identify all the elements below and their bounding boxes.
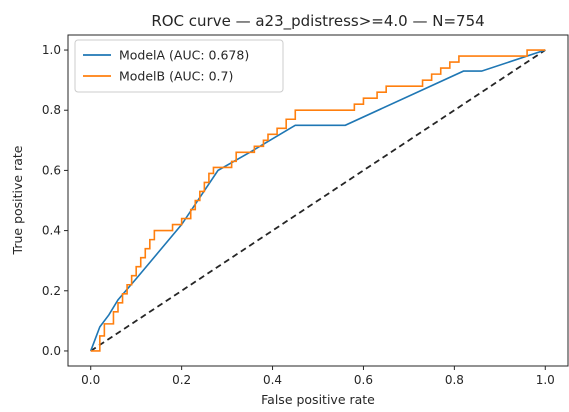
y-tick-label: 0.8 xyxy=(42,103,61,117)
x-tick-label: 0.4 xyxy=(263,373,282,387)
plot-frame xyxy=(67,34,569,367)
y-axis-label: True positive rate xyxy=(10,145,25,255)
legend-box xyxy=(74,39,284,93)
series-line-modelb xyxy=(90,49,546,352)
x-tick-label: 0.8 xyxy=(445,373,464,387)
chart-title: ROC curve — a23_pdistress>=4.0 — N=754 xyxy=(151,12,484,31)
y-tick-label: 1.0 xyxy=(42,43,61,57)
y-tick-label: 0.4 xyxy=(42,224,61,238)
y-tick-label: 0.0 xyxy=(42,344,61,358)
legend: ModelA (AUC: 0.678) ModelB (AUC: 0.7) xyxy=(74,39,284,93)
x-tick-label: 0.2 xyxy=(172,373,191,387)
chance-diagonal-line xyxy=(90,49,546,352)
x-axis-label: False positive rate xyxy=(261,392,375,407)
y-tick-label: 0.6 xyxy=(42,163,61,177)
x-tick-label: 0.0 xyxy=(81,373,100,387)
x-tick-label: 0.6 xyxy=(354,373,373,387)
legend-label: ModelB (AUC: 0.7) xyxy=(119,69,233,84)
x-tick-label: 1.0 xyxy=(536,373,555,387)
y-tick-label: 0.2 xyxy=(42,284,61,298)
legend-label: ModelA (AUC: 0.678) xyxy=(119,48,249,63)
plot-area: 0.0 0.2 0.4 0.6 0.8 1.0 0.0 0.2 0.4 0.6 0.8 1.0 xyxy=(42,34,569,387)
